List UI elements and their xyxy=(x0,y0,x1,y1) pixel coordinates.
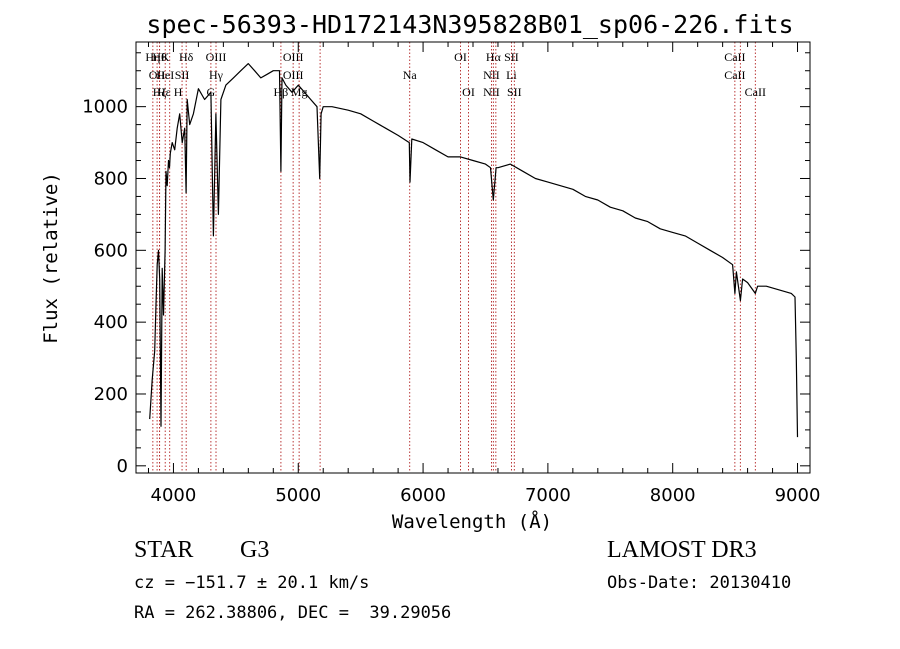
obs-date: Obs-Date: 20130410 xyxy=(607,573,792,593)
line-marker-label: CaII xyxy=(724,68,745,82)
y-tick-label: 1000 xyxy=(82,97,128,118)
spectrum-series xyxy=(149,62,799,438)
line-marker-label: OI xyxy=(462,85,475,99)
line-marker-label: OII xyxy=(149,68,166,82)
line-marker-label: OIII xyxy=(283,68,304,82)
object-subclass: G3 xyxy=(240,537,270,563)
line-marker-label: HeI xyxy=(156,68,174,82)
redshift-line: cz = −151.7 ± 20.1 km/s xyxy=(134,573,370,593)
line-marker-label: OI xyxy=(454,50,467,64)
line-marker-label: OIII xyxy=(283,50,304,64)
y-tick-label: 0 xyxy=(117,456,128,477)
chart-title: spec-56393-HD172143N395828B01_sp06-226.f… xyxy=(146,10,793,39)
x-tick-label: 5000 xyxy=(275,485,321,506)
x-tick-label: 4000 xyxy=(151,485,197,506)
line-marker-label: Hη xyxy=(145,50,160,64)
x-tick-label: 7000 xyxy=(525,485,571,506)
line-marker-label: Li xyxy=(506,68,517,82)
line-marker-label: SII xyxy=(175,68,190,82)
line-marker-label: Hα xyxy=(486,50,502,64)
line-marker-label: NII xyxy=(483,68,500,82)
x-tick-label: 8000 xyxy=(650,485,696,506)
coordinates: RA = 262.38806, DEC = 39.29056 xyxy=(134,603,452,623)
y-tick-label: 400 xyxy=(94,312,128,333)
line-marker-label: CaII xyxy=(724,50,745,64)
spectrum-line xyxy=(149,62,799,438)
y-tick-label: 600 xyxy=(94,240,128,261)
line-marker-label: K xyxy=(161,50,170,64)
line-marker-label: Hγ xyxy=(209,68,224,82)
plot-frame xyxy=(135,41,811,474)
line-marker-label: Hθ xyxy=(152,50,167,64)
y-axis: 0 200 400 600 800 1000 xyxy=(82,52,810,477)
object-class: STAR xyxy=(134,537,194,563)
y-tick-label: 800 xyxy=(94,168,128,189)
line-marker-label: OIII xyxy=(206,50,227,64)
line-marker-label: SII xyxy=(507,85,522,99)
line-marker-label: SII xyxy=(504,50,519,64)
line-marker-label: NII xyxy=(483,85,500,99)
x-axis-label: Wavelength (Å) xyxy=(392,510,552,533)
line-marker-label: Hδ xyxy=(179,50,194,64)
x-tick-label: 6000 xyxy=(400,485,446,506)
x-axis: 4000 5000 6000 7000 8000 9000 xyxy=(147,42,821,506)
y-tick-label: 200 xyxy=(94,384,128,405)
line-marker-label: Na xyxy=(403,68,418,82)
line-marker-label: CaII xyxy=(745,85,766,99)
x-tick-label: 9000 xyxy=(775,485,821,506)
line-marker-label: Hε H xyxy=(157,85,183,99)
survey-label: LAMOST DR3 xyxy=(607,537,757,563)
y-axis-label: Flux (relative) xyxy=(40,172,62,344)
line-marker-label: Hβ xyxy=(274,85,289,99)
